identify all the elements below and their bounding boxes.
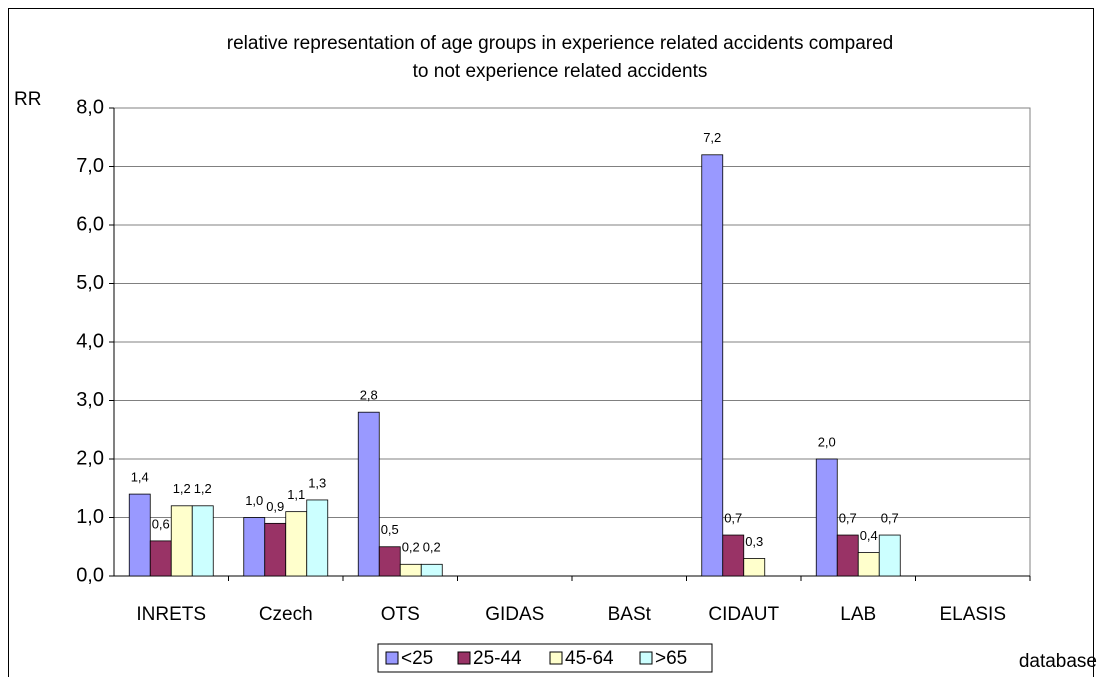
- legend-label: 45-64: [565, 648, 614, 669]
- x-tick-label: ELASIS: [939, 604, 1006, 625]
- bar: [722, 534, 745, 577]
- legend-label: <25: [401, 648, 433, 669]
- chart-border: [8, 8, 1094, 677]
- data-label: 1,4: [131, 470, 149, 485]
- data-label: 2,8: [360, 388, 378, 403]
- x-tick-label: Czech: [259, 604, 313, 625]
- legend-swatch: [549, 651, 563, 665]
- bar: [743, 558, 766, 577]
- legend-swatch: [457, 651, 471, 665]
- legend-swatch: [385, 651, 399, 665]
- bar: [285, 511, 308, 577]
- x-tick-label: BASt: [608, 604, 652, 625]
- data-label: 0,5: [381, 522, 399, 537]
- y-tick-label: 1,0: [76, 506, 104, 528]
- y-tick-label: 3,0: [76, 389, 104, 411]
- bar: [128, 493, 151, 577]
- bar: [399, 563, 422, 577]
- bar: [420, 563, 443, 577]
- bar: [149, 540, 172, 577]
- data-label: 1,2: [194, 481, 212, 496]
- y-axis-label: RR: [14, 89, 41, 110]
- bar: [264, 522, 287, 577]
- x-tick-label: LAB: [840, 604, 876, 625]
- data-label: 0,4: [860, 528, 878, 543]
- legend-label: 25-44: [473, 648, 522, 669]
- bar: [306, 499, 329, 577]
- x-tick-label: OTS: [381, 604, 420, 625]
- legend-label: >65: [655, 648, 687, 669]
- data-label: 0,7: [724, 510, 742, 525]
- chart-title: relative representation of age groups in…: [227, 33, 893, 54]
- data-label: 0,2: [423, 540, 441, 555]
- bar: [357, 411, 380, 577]
- bar: [701, 154, 724, 577]
- data-label: 0,6: [152, 516, 170, 531]
- data-label: 0,9: [266, 499, 284, 514]
- bar: [815, 458, 838, 577]
- legend-swatch: [639, 651, 653, 665]
- data-label: 1,1: [287, 487, 305, 502]
- data-label: 2,0: [818, 434, 836, 449]
- bar: [878, 534, 901, 577]
- y-tick-label: 7,0: [76, 155, 104, 177]
- data-label: 1,3: [308, 475, 326, 490]
- data-label: 1,2: [173, 481, 191, 496]
- y-tick-label: 8,0: [76, 96, 104, 118]
- y-tick-label: 2,0: [76, 447, 104, 469]
- x-tick-label: CIDAUT: [708, 604, 779, 625]
- bar: [857, 552, 880, 577]
- bar: [836, 534, 859, 577]
- y-tick-label: 5,0: [76, 272, 104, 294]
- data-label: 0,3: [745, 534, 763, 549]
- x-tick-label: GIDAS: [485, 604, 544, 625]
- x-tick-label: INRETS: [136, 604, 206, 625]
- bar: [191, 505, 214, 577]
- x-axis-label: database: [1019, 651, 1097, 672]
- bar: [170, 505, 193, 577]
- data-label: 7,2: [703, 130, 721, 145]
- y-tick-label: 0,0: [76, 564, 104, 586]
- data-label: 1,0: [245, 493, 263, 508]
- bar: [243, 517, 266, 577]
- bar: [378, 546, 401, 577]
- data-label: 0,2: [402, 540, 420, 555]
- legend: [377, 643, 713, 673]
- chart-title: to not experience related accidents: [413, 61, 708, 82]
- y-tick-label: 4,0: [76, 330, 104, 352]
- data-label: 0,7: [881, 510, 899, 525]
- data-label: 0,7: [839, 510, 857, 525]
- y-tick-label: 6,0: [76, 213, 104, 235]
